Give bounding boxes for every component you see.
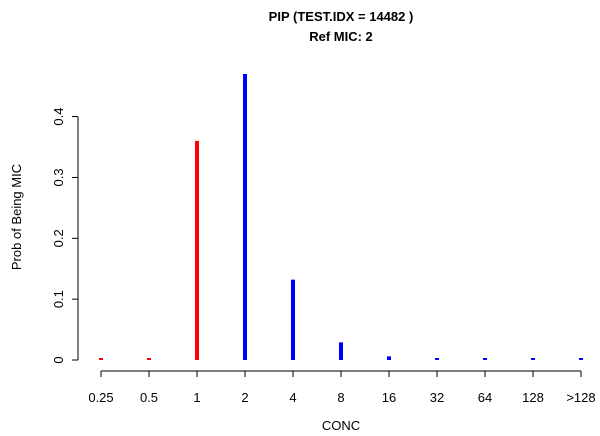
chart-bars xyxy=(99,74,583,360)
y-tick-label: 0.1 xyxy=(51,290,66,308)
x-axis-label: CONC xyxy=(322,418,360,433)
y-axis-ticks: 0 0.1 0.2 0.3 0.4 xyxy=(51,108,78,364)
y-tick-label: 0.4 xyxy=(51,108,66,126)
x-tick-label: 8 xyxy=(337,390,344,405)
y-tick-label: 0.2 xyxy=(51,229,66,247)
y-tick-label: 0 xyxy=(51,356,66,363)
chart-subtitle: Ref MIC: 2 xyxy=(309,29,373,44)
x-tick-label: 64 xyxy=(478,390,492,405)
x-tick-label: 0.25 xyxy=(88,390,113,405)
x-tick-label: 32 xyxy=(430,390,444,405)
x-tick-label: 0.5 xyxy=(140,390,158,405)
y-axis-label: Prob of Being MIC xyxy=(9,164,24,270)
x-tick-label: 4 xyxy=(289,390,296,405)
x-tick-label: 1 xyxy=(193,390,200,405)
x-tick-label: >128 xyxy=(566,390,595,405)
y-tick-label: 0.3 xyxy=(51,168,66,186)
x-tick-label: 2 xyxy=(241,390,248,405)
x-tick-label: 16 xyxy=(382,390,396,405)
x-axis-ticks: 0.25 0.5 1 2 4 8 16 32 64 128 >128 xyxy=(88,371,596,405)
x-tick-label: 128 xyxy=(522,390,544,405)
chart-title: PIP (TEST.IDX = 14482 ) xyxy=(269,9,414,24)
